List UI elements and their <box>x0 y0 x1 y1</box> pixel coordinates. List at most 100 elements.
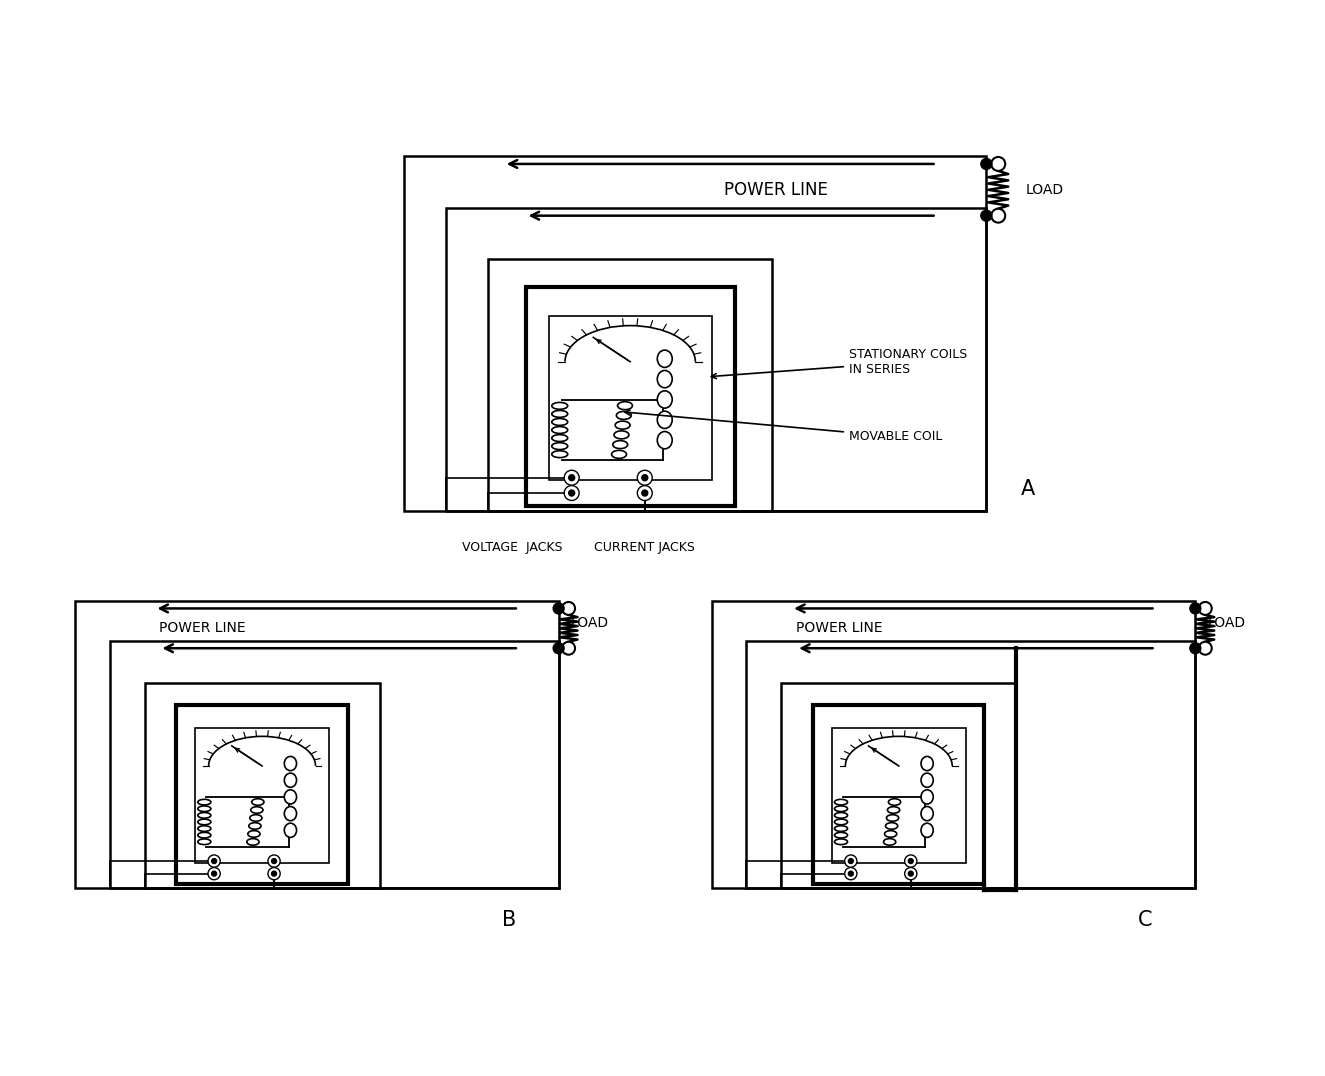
Ellipse shape <box>285 823 297 837</box>
Ellipse shape <box>835 825 848 832</box>
Text: CURRENT JACKS: CURRENT JACKS <box>595 541 696 554</box>
Ellipse shape <box>612 440 628 449</box>
Ellipse shape <box>835 806 848 811</box>
Ellipse shape <box>285 790 297 804</box>
Ellipse shape <box>886 815 898 821</box>
Circle shape <box>845 855 857 867</box>
Bar <box>782 683 1016 889</box>
Circle shape <box>848 859 853 864</box>
Ellipse shape <box>921 756 933 770</box>
Bar <box>144 683 379 889</box>
Ellipse shape <box>551 442 567 450</box>
Ellipse shape <box>252 798 264 805</box>
Circle shape <box>637 485 652 500</box>
Circle shape <box>905 867 917 880</box>
Ellipse shape <box>613 430 629 439</box>
Ellipse shape <box>615 421 631 429</box>
Text: VOLTAGE  JACKS: VOLTAGE JACKS <box>461 541 562 554</box>
Circle shape <box>272 872 277 876</box>
Circle shape <box>1199 601 1212 614</box>
Ellipse shape <box>197 799 211 805</box>
Ellipse shape <box>285 807 297 821</box>
Circle shape <box>641 490 648 496</box>
Ellipse shape <box>835 833 848 838</box>
Ellipse shape <box>657 370 672 387</box>
Ellipse shape <box>249 823 261 830</box>
Bar <box>404 156 986 511</box>
Circle shape <box>980 210 992 222</box>
Ellipse shape <box>616 411 631 420</box>
Ellipse shape <box>884 838 896 845</box>
Text: LOAD: LOAD <box>1207 617 1246 631</box>
Bar <box>110 641 559 889</box>
Circle shape <box>637 470 652 485</box>
Bar <box>549 315 712 480</box>
Ellipse shape <box>885 831 897 837</box>
Circle shape <box>1190 603 1200 614</box>
Circle shape <box>212 859 216 864</box>
Ellipse shape <box>889 798 901 805</box>
Circle shape <box>1199 641 1212 654</box>
Bar <box>447 208 986 511</box>
Circle shape <box>562 601 575 614</box>
Circle shape <box>641 475 648 481</box>
Circle shape <box>212 872 216 876</box>
FancyBboxPatch shape <box>526 287 734 506</box>
Circle shape <box>1190 642 1200 654</box>
Ellipse shape <box>657 391 672 408</box>
Circle shape <box>909 859 913 864</box>
Circle shape <box>905 855 917 867</box>
Circle shape <box>568 490 575 496</box>
Circle shape <box>208 855 220 867</box>
Ellipse shape <box>246 838 260 845</box>
Circle shape <box>272 859 277 864</box>
Circle shape <box>268 855 280 867</box>
Ellipse shape <box>921 807 933 821</box>
Text: C: C <box>1138 910 1153 931</box>
Text: POWER LINE: POWER LINE <box>796 621 882 635</box>
Ellipse shape <box>551 410 567 417</box>
Ellipse shape <box>197 819 211 825</box>
Ellipse shape <box>197 812 211 818</box>
Ellipse shape <box>250 807 262 813</box>
Text: POWER LINE: POWER LINE <box>159 621 245 635</box>
Ellipse shape <box>250 815 262 821</box>
Ellipse shape <box>248 831 260 837</box>
Ellipse shape <box>835 819 848 825</box>
Circle shape <box>268 867 280 880</box>
Bar <box>832 728 966 863</box>
Ellipse shape <box>921 774 933 788</box>
Circle shape <box>980 158 992 169</box>
Ellipse shape <box>197 806 211 811</box>
Text: LOAD: LOAD <box>571 617 608 631</box>
Bar <box>488 259 772 511</box>
Circle shape <box>568 475 575 481</box>
Bar <box>195 728 329 863</box>
Text: A: A <box>1022 479 1035 499</box>
Circle shape <box>991 157 1006 171</box>
Ellipse shape <box>197 833 211 838</box>
Bar <box>76 601 559 889</box>
FancyBboxPatch shape <box>814 705 984 884</box>
Circle shape <box>553 603 564 614</box>
Ellipse shape <box>551 426 567 434</box>
Ellipse shape <box>551 402 567 409</box>
Ellipse shape <box>657 431 672 449</box>
Text: LOAD: LOAD <box>1026 183 1064 197</box>
Ellipse shape <box>657 411 672 428</box>
Ellipse shape <box>835 812 848 818</box>
Ellipse shape <box>885 823 898 830</box>
Ellipse shape <box>551 419 567 425</box>
Bar <box>712 601 1195 889</box>
Ellipse shape <box>197 839 211 845</box>
Circle shape <box>562 641 575 654</box>
Ellipse shape <box>551 451 567 457</box>
Circle shape <box>848 872 853 876</box>
Ellipse shape <box>285 774 297 788</box>
Ellipse shape <box>617 401 632 410</box>
Circle shape <box>564 470 579 485</box>
Text: MOVABLE COIL: MOVABLE COIL <box>625 410 942 443</box>
Circle shape <box>553 642 564 654</box>
Circle shape <box>564 485 579 500</box>
FancyBboxPatch shape <box>176 705 347 884</box>
